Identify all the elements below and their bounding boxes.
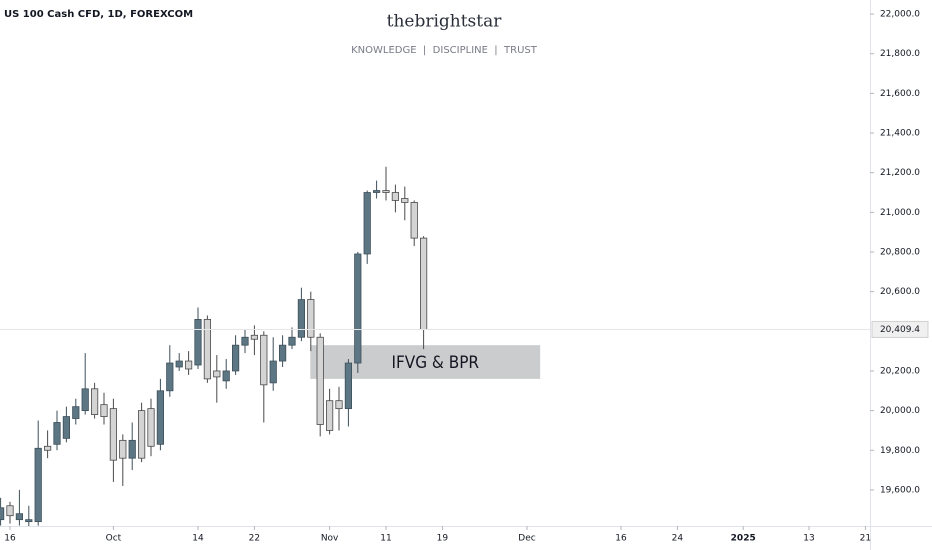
candle-body: [326, 400, 334, 431]
y-tick-label: 20,000.0: [880, 406, 920, 416]
candle-body: [420, 237, 428, 330]
candle-body: [241, 336, 249, 346]
candle-body: [335, 400, 343, 410]
y-tick-label: 22,000.0: [880, 10, 920, 20]
candle-body: [138, 410, 146, 459]
zone-label: IFVG & BPR: [391, 353, 479, 373]
candle-body: [62, 416, 71, 439]
y-tick-label: 20,600.0: [880, 287, 920, 297]
candle-body: [373, 190, 381, 193]
candle-body: [363, 192, 371, 255]
watermark-subtitle: KNOWLEDGE | DISCIPLINE | TRUST: [351, 45, 538, 56]
plot-area: IFVG & BPR: [0, 166, 541, 526]
candle-body: [401, 198, 409, 203]
candle-body: [382, 190, 390, 193]
candle-body: [354, 253, 362, 364]
y-tick-label: 21,800.0: [880, 49, 920, 59]
y-tick-label: 19,600.0: [880, 485, 920, 495]
candle-body: [391, 192, 400, 201]
candle-body: [260, 334, 268, 386]
y-tick-label: 20,800.0: [880, 247, 920, 257]
candle-body: [279, 344, 287, 362]
candle-body: [222, 370, 230, 382]
candle-body: [410, 202, 418, 239]
candle-body: [213, 370, 221, 378]
x-tick-label: 2025: [731, 534, 756, 544]
candle-body: [91, 388, 99, 415]
y-tick-label: 19,800.0: [880, 446, 920, 456]
x-tick-label: 16: [615, 534, 627, 544]
x-tick-label: Nov: [321, 534, 339, 544]
candle-body: [156, 390, 165, 445]
candle-body: [81, 388, 89, 412]
y-tick-label: 21,200.0: [880, 168, 920, 178]
x-tick-label: 21: [860, 534, 871, 544]
candle-body: [269, 360, 277, 384]
candle-body: [72, 406, 80, 419]
candle-body: [0, 507, 5, 521]
candle-body: [297, 299, 306, 338]
candle-body: [44, 445, 52, 451]
candle-body: [15, 513, 24, 521]
y-tick-label: 21,600.0: [880, 89, 920, 99]
candle-body: [288, 336, 296, 346]
candle-body: [316, 336, 324, 425]
x-tick-label: Oct: [106, 534, 122, 544]
candle-body: [185, 360, 193, 370]
candle-body: [194, 319, 202, 366]
x-tick-label: Dec: [518, 534, 535, 544]
candle-body: [175, 360, 183, 368]
x-tick-label: 11: [380, 534, 391, 544]
chart-title: US 100 Cash CFD, 1D, FOREXCOM: [4, 9, 193, 20]
x-tick-label: 16: [4, 534, 16, 544]
candle-body: [53, 422, 61, 445]
candle-body: [25, 519, 33, 523]
candle-body: [203, 319, 212, 380]
x-tick-label: 14: [192, 534, 204, 544]
last-price-label: 20,409.4: [880, 325, 920, 335]
candle-body: [128, 439, 136, 459]
candle-body: [232, 344, 240, 372]
watermark: thebrightstar: [387, 12, 503, 32]
candle-body: [307, 299, 315, 338]
x-tick-label: 13: [803, 534, 814, 544]
x-tick-label: 22: [249, 534, 260, 544]
candle-body: [344, 362, 353, 410]
candle-body: [250, 334, 259, 340]
last-price-box: [871, 320, 929, 338]
candle-body: [119, 439, 127, 459]
y-tick-label: 21,000.0: [880, 208, 920, 218]
candle-body: [100, 404, 108, 417]
candle-body: [147, 408, 155, 447]
candle-body: [34, 447, 42, 523]
x-tick-label: 19: [437, 534, 449, 544]
candle-body: [6, 505, 14, 517]
candle-body: [166, 362, 174, 392]
y-tick-label: 20,200.0: [880, 366, 920, 376]
x-tick-label: 24: [672, 534, 684, 544]
y-tick-label: 21,400.0: [880, 129, 920, 139]
candle-body: [109, 408, 118, 461]
